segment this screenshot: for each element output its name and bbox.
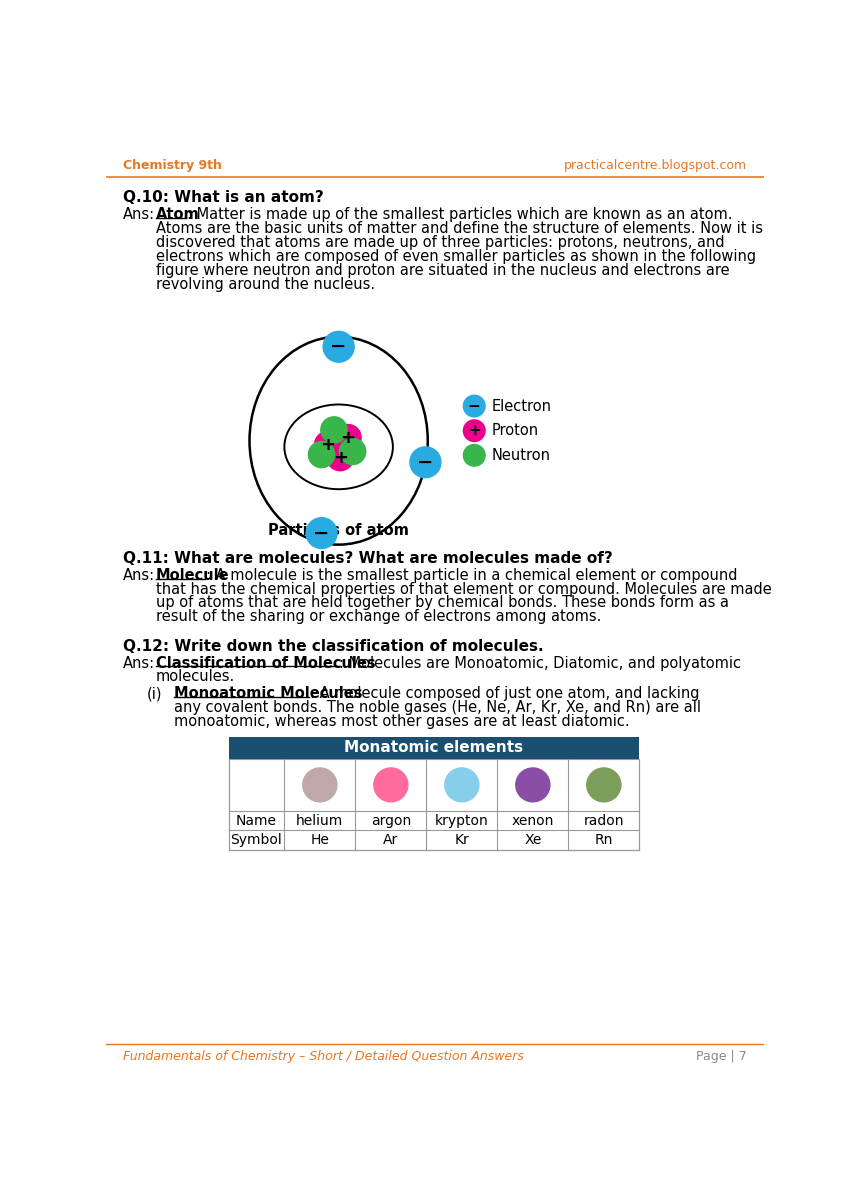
Text: : A molecule composed of just one atom, and lacking: : A molecule composed of just one atom, … <box>310 686 700 701</box>
Text: krypton: krypton <box>435 814 489 828</box>
Circle shape <box>340 439 366 464</box>
Text: Molecule: Molecule <box>155 567 229 583</box>
Text: Particles of atom: Particles of atom <box>268 523 409 538</box>
Text: Monatomic elements: Monatomic elements <box>345 740 524 755</box>
Text: +: + <box>320 435 335 453</box>
Text: (i): (i) <box>146 686 162 701</box>
Circle shape <box>315 432 341 458</box>
Text: : Matter is made up of the smallest particles which are known as an atom.: : Matter is made up of the smallest part… <box>187 208 732 222</box>
Bar <box>228 758 639 850</box>
Text: figure where neutron and proton are situated in the nucleus and electrons are: figure where neutron and proton are situ… <box>155 263 729 278</box>
Text: Q.12: Write down the classification of molecules.: Q.12: Write down the classification of m… <box>123 638 544 654</box>
Text: Q.11: What are molecules? What are molecules made of?: Q.11: What are molecules? What are molec… <box>123 551 613 566</box>
Text: +: + <box>468 423 481 439</box>
Circle shape <box>587 768 621 802</box>
Text: He: He <box>311 833 329 847</box>
Text: Electron: Electron <box>492 399 551 413</box>
Text: result of the sharing or exchange of electrons among atoms.: result of the sharing or exchange of ele… <box>155 609 601 624</box>
Text: Ar: Ar <box>383 833 398 847</box>
Text: −: − <box>468 399 481 413</box>
Text: Kr: Kr <box>454 833 469 847</box>
Text: Xe: Xe <box>524 833 542 847</box>
Text: −: − <box>330 338 346 356</box>
Text: : Molecules are Monoatomic, Diatomic, and polyatomic: : Molecules are Monoatomic, Diatomic, an… <box>340 655 741 671</box>
Text: Name: Name <box>236 814 277 828</box>
Text: Symbol: Symbol <box>231 833 283 847</box>
Text: : A molecule is the smallest particle in a chemical element or compound: : A molecule is the smallest particle in… <box>206 567 738 583</box>
Circle shape <box>410 447 441 477</box>
Text: −: − <box>313 524 329 542</box>
Text: Chemistry 9th: Chemistry 9th <box>123 160 222 172</box>
Text: Classification of Molecules: Classification of Molecules <box>155 655 375 671</box>
Text: any covalent bonds. The noble gases (He, Ne, Ar, Kr, Xe, and Rn) are all: any covalent bonds. The noble gases (He,… <box>174 701 701 715</box>
Text: electrons which are composed of even smaller particles as shown in the following: electrons which are composed of even sma… <box>155 249 756 264</box>
Circle shape <box>335 424 361 451</box>
Circle shape <box>323 332 354 362</box>
Text: Fundamentals of Chemistry – Short / Detailed Question Answers: Fundamentals of Chemistry – Short / Deta… <box>123 1051 524 1064</box>
Circle shape <box>464 395 485 417</box>
Text: Ans:: Ans: <box>123 655 155 671</box>
Text: Q.10: What is an atom?: Q.10: What is an atom? <box>123 190 324 206</box>
Circle shape <box>464 445 485 466</box>
Text: xenon: xenon <box>512 814 554 828</box>
Circle shape <box>464 419 485 441</box>
Bar <box>228 737 639 758</box>
Text: helium: helium <box>296 814 344 828</box>
Circle shape <box>303 768 337 802</box>
Text: monoatomic, whereas most other gases are at least diatomic.: monoatomic, whereas most other gases are… <box>174 714 630 730</box>
Circle shape <box>516 768 550 802</box>
Text: up of atoms that are held together by chemical bonds. These bonds form as a: up of atoms that are held together by ch… <box>155 595 728 611</box>
Text: Ans:: Ans: <box>123 567 155 583</box>
Text: Monoatomic Molecules: Monoatomic Molecules <box>174 686 363 701</box>
Text: Rn: Rn <box>594 833 613 847</box>
Text: Atoms are the basic units of matter and define the structure of elements. Now it: Atoms are the basic units of matter and … <box>155 221 762 237</box>
Text: revolving around the nucleus.: revolving around the nucleus. <box>155 276 375 292</box>
Text: discovered that atoms are made up of three particles: protons, neutrons, and: discovered that atoms are made up of thr… <box>155 236 724 250</box>
Text: −: − <box>417 453 434 471</box>
Circle shape <box>327 445 353 471</box>
Text: that has the chemical properties of that element or compound. Molecules are made: that has the chemical properties of that… <box>155 582 772 596</box>
Circle shape <box>308 441 335 468</box>
Text: Neutron: Neutron <box>492 448 550 463</box>
Text: practicalcentre.blogspot.com: practicalcentre.blogspot.com <box>564 160 747 172</box>
Circle shape <box>321 417 347 444</box>
Text: Atom: Atom <box>155 208 200 222</box>
Text: Proton: Proton <box>492 423 538 439</box>
Text: argon: argon <box>371 814 411 828</box>
Circle shape <box>306 518 337 548</box>
Circle shape <box>445 768 479 802</box>
Text: +: + <box>340 429 356 447</box>
Text: Ans:: Ans: <box>123 208 155 222</box>
Text: +: + <box>333 448 348 466</box>
Circle shape <box>374 768 408 802</box>
Text: molecules.: molecules. <box>155 670 235 684</box>
Text: radon: radon <box>583 814 624 828</box>
Text: Page | 7: Page | 7 <box>696 1051 747 1064</box>
